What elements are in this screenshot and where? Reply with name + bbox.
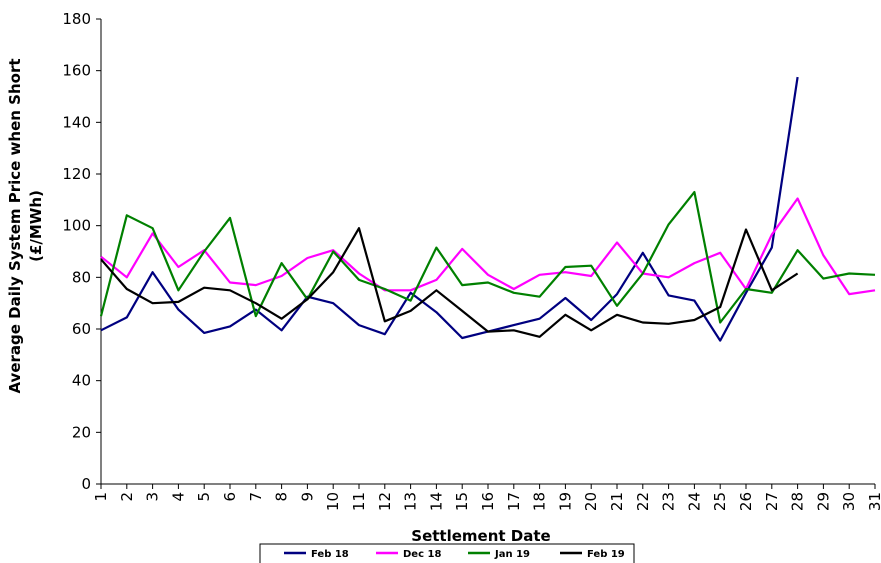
legend-box	[259, 543, 635, 563]
y-tick-label: 0	[81, 475, 91, 493]
x-tick-label: 23	[660, 492, 678, 511]
x-tick-label: 9	[298, 492, 316, 502]
x-tick-label: 14	[427, 492, 445, 511]
x-axis: 1 2 3 4 5 6 7 8 9 10 11 12 13 14 15 16 17 18 19 20 21 22 23 24 2…	[92, 483, 881, 511]
x-tick-label: 19	[556, 492, 574, 511]
legend-label-feb-18: Feb 18	[311, 549, 349, 560]
x-tick-label: 21	[608, 492, 626, 511]
y-tick-label: 180	[62, 10, 91, 28]
x-tick-label: 13	[402, 492, 420, 511]
legend-label-jan-19: Jan 19	[494, 549, 530, 560]
x-tick-label: 15	[453, 492, 471, 511]
y-tick-label: 40	[72, 372, 91, 390]
y-axis-title-line2: (£/MWh)	[27, 190, 45, 262]
x-tick-label: 28	[789, 492, 807, 511]
y-tick-label: 160	[62, 62, 91, 80]
x-tick-label: 12	[376, 492, 394, 511]
y-axis-title-line1: Average Daily System Price when Short	[6, 58, 24, 393]
x-tick-label: 5	[195, 492, 213, 502]
series-line-jan-19	[99, 191, 876, 324]
x-tick-label: 20	[582, 492, 600, 511]
legend: Feb 18 Dec 18 Jan 19 Feb 19	[259, 543, 635, 563]
series-line-dec-18	[100, 197, 876, 296]
series-line-feb-18	[100, 76, 799, 342]
x-tick-label: 22	[634, 492, 652, 511]
x-tick-label: 18	[531, 492, 549, 511]
x-tick-label: 1	[92, 492, 110, 502]
y-tick-label: 20	[72, 423, 91, 441]
legend-label-dec-18: Dec 18	[403, 549, 441, 560]
x-tick-label: 25	[711, 492, 729, 511]
x-tick-label: 11	[350, 492, 368, 511]
x-tick-label: 2	[118, 492, 136, 502]
y-tick-label: 100	[62, 217, 91, 235]
x-tick-label: 10	[324, 492, 342, 511]
x-tick-label: 3	[144, 492, 162, 502]
legend-label-feb-19: Feb 19	[587, 549, 625, 560]
y-tick-label: 120	[62, 165, 91, 183]
y-tick-label: 140	[62, 113, 91, 131]
y-axis: 0 20 40 60 80 100 120 140 160 180	[62, 10, 102, 493]
x-tick-label: 30	[840, 492, 858, 511]
x-tick-label: 4	[169, 492, 187, 502]
x-tick-label: 7	[247, 492, 265, 502]
y-tick-label: 80	[72, 268, 91, 286]
x-tick-label: 29	[814, 492, 832, 511]
x-tick-label: 16	[479, 492, 497, 511]
x-tick-label: 26	[737, 492, 755, 511]
y-tick-label: 60	[72, 320, 91, 338]
series-line-feb-19	[100, 227, 799, 338]
x-tick-label: 6	[221, 492, 239, 502]
y-axis-title: Average Daily System Price when Short (£…	[6, 58, 45, 393]
x-tick-label: 17	[505, 492, 523, 511]
x-tick-label: 8	[273, 492, 291, 502]
x-tick-label: 27	[763, 492, 781, 511]
x-tick-label: 24	[685, 492, 703, 511]
x-tick-label: 31	[866, 492, 881, 511]
series-lines	[99, 76, 876, 342]
x-axis-title: Settlement Date	[411, 527, 550, 545]
